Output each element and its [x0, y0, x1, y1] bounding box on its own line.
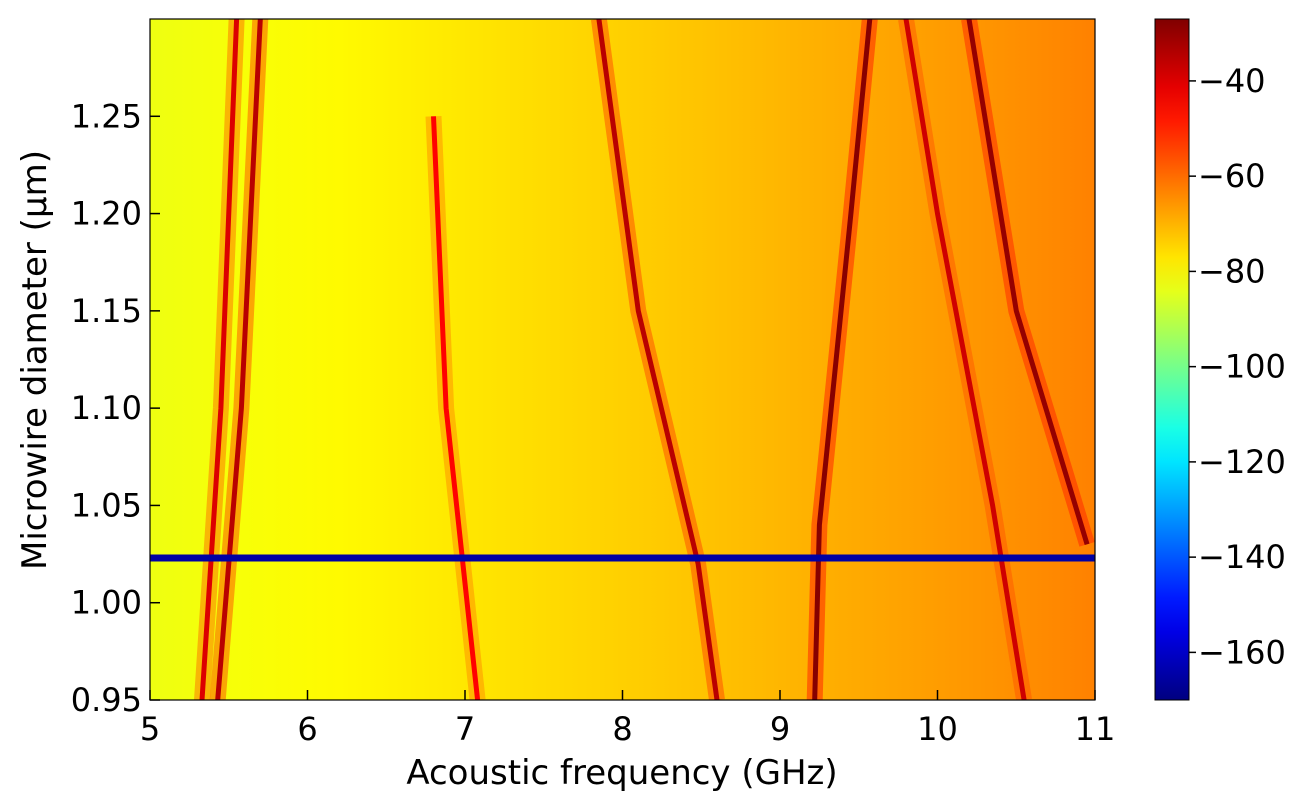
colorbar-scale	[1155, 19, 1189, 700]
resonance-line-mode-3	[425, 115, 486, 700]
resonance-lines	[194, 19, 1095, 700]
colorbar-tick-label: −100	[1198, 348, 1286, 386]
resonance-line-core	[431, 116, 481, 700]
colorbar-tick-label: −80	[1198, 252, 1266, 290]
colorbar-ticks: −40 −60 −80 −100 −120 −140 −160	[1189, 62, 1286, 671]
resonance-line-mode-2	[209, 19, 269, 700]
resonance-line-core	[903, 19, 1027, 700]
resonance-line-core	[966, 19, 1090, 546]
resonance-line-core	[596, 19, 720, 700]
colorbar-tick-label: −120	[1198, 443, 1286, 481]
y-tick-label: 1.15	[71, 292, 142, 330]
heatmap-plot-area	[149, 18, 1096, 701]
colorbar-tick-label: −140	[1198, 538, 1286, 576]
resonance-line-core	[215, 19, 263, 700]
resonance-line-core	[812, 19, 873, 700]
y-tick-label: 1.10	[71, 389, 142, 427]
x-tick-label: 10	[917, 710, 958, 748]
resonance-line-core	[199, 19, 240, 700]
resonance-line-mode-4	[590, 19, 725, 700]
colorbar-frame	[1154, 18, 1190, 701]
resonance-line-mode-6	[898, 19, 1032, 700]
colorbar-tick-label: −60	[1198, 157, 1266, 195]
heatmap-background	[150, 19, 1095, 700]
resonance-line-mode-7	[961, 19, 1095, 547]
y-tick-label: 1.00	[71, 584, 142, 622]
y-tick-label: 1.25	[71, 97, 142, 135]
x-tick-label: 6	[297, 710, 317, 748]
y-tick-label: 1.05	[71, 486, 142, 524]
notch-band	[150, 554, 1095, 562]
y-axis-label: Microwire diameter (µm)	[15, 150, 55, 570]
colorbar: −40 −60 −80 −100 −120 −140 −160	[1154, 18, 1286, 701]
colorbar-tick-label: −40	[1198, 62, 1266, 100]
x-tick-label: 11	[1075, 710, 1116, 748]
x-axis: 5 6 7 8 9 10 11	[140, 690, 1116, 748]
x-tick-label: 8	[612, 710, 632, 748]
y-tick-label: 0.95	[71, 681, 142, 719]
colorbar-tick-label: −160	[1198, 633, 1286, 671]
x-tick-label: 5	[140, 710, 160, 748]
y-axis: 0.95 1.00 1.05 1.10 1.15 1.20 1.25	[71, 97, 160, 719]
x-axis-label: Acoustic frequency (GHz)	[406, 753, 837, 793]
resonance-line-mode-1	[194, 19, 245, 700]
y-tick-label: 1.20	[71, 195, 142, 233]
x-tick-label: 9	[770, 710, 790, 748]
x-tick-label: 7	[455, 710, 475, 748]
resonance-line-mode-5	[806, 19, 878, 700]
